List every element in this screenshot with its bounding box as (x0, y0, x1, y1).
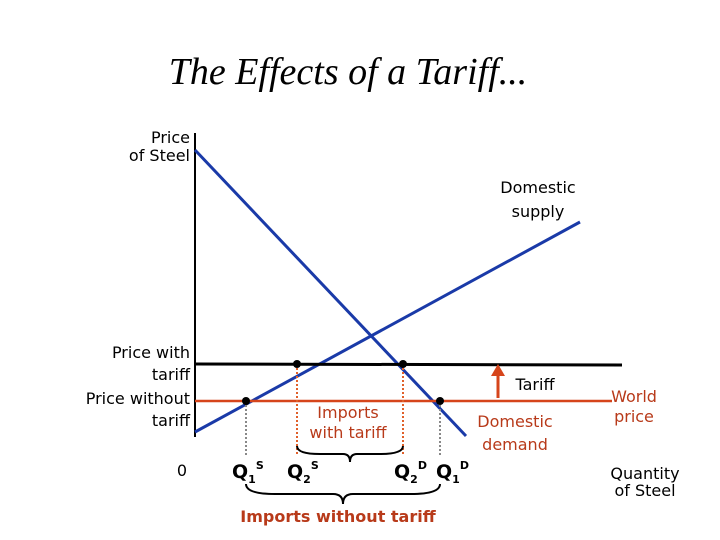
y-axis-label: of Steel (129, 146, 190, 165)
title: The Effects of a Tariff... (169, 51, 528, 93)
price-without-tariff: Price without (86, 389, 190, 408)
demand-curve (193, 148, 468, 438)
x-axis-label: of Steel (614, 481, 675, 500)
quantity-labels: Q1S Q2S Q2D Q1D (232, 459, 469, 486)
quantity-sup: S (311, 459, 319, 472)
quantity-sup: D (460, 459, 469, 472)
quantity-base: Q (394, 461, 410, 483)
tariff-arrowhead (491, 364, 505, 376)
point (293, 360, 301, 368)
imports-with-tariff: with tariff (309, 423, 387, 442)
quantity-label: Q1S (232, 459, 264, 486)
quantity-base: Q (232, 461, 248, 483)
x-axis-label: Quantity (610, 464, 679, 483)
price-with-tariff: Price with (112, 343, 190, 362)
supply-label: supply (512, 202, 565, 221)
quantity-sup: D (418, 459, 427, 472)
price-with-tariff: tariff (152, 365, 191, 384)
quantity-sub: 1 (248, 473, 256, 486)
quantity-label: Q1D (436, 459, 469, 486)
supply-curve (194, 220, 581, 434)
world-price-label: World (611, 387, 657, 406)
brace (245, 483, 441, 505)
quantity-label: Q2S (287, 459, 319, 486)
point (242, 397, 250, 405)
quantity-sup: S (256, 459, 264, 472)
supply-label: Domestic (500, 178, 575, 197)
price-without-tariff: tariff (152, 411, 191, 430)
brace (296, 445, 404, 463)
point (436, 397, 444, 405)
origin: 0 (177, 461, 187, 480)
quantity-sub: 1 (452, 473, 460, 486)
quantity-sub: 2 (410, 473, 418, 486)
y-axis-label: Price (151, 128, 190, 147)
demand-label: demand (482, 435, 548, 454)
quantity-sub: 2 (303, 473, 311, 486)
tariff-label: Tariff (515, 375, 556, 394)
point (399, 360, 407, 368)
imports-without-tariff: Imports without tariff (240, 507, 436, 526)
world-price-label: price (614, 407, 654, 426)
imports-with-tariff: Imports (317, 403, 378, 422)
quantity-base: Q (287, 461, 303, 483)
quantity-label: Q2D (394, 459, 427, 486)
quantity-base: Q (436, 461, 452, 483)
tariff-price-line (194, 362, 623, 367)
demand-label: Domestic (477, 412, 552, 431)
